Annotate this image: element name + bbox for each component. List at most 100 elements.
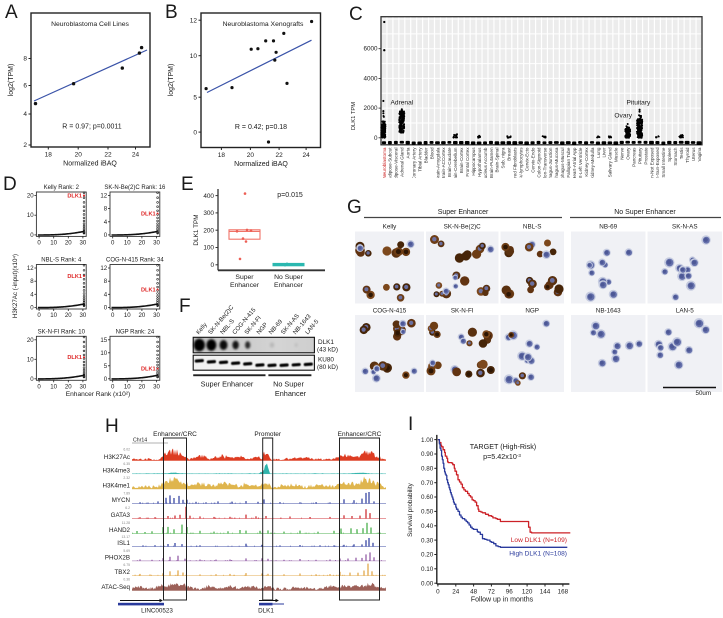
svg-text:Bladder: Bladder xyxy=(423,147,428,163)
svg-text:12: 12 xyxy=(27,265,34,272)
svg-text:22: 22 xyxy=(104,152,112,159)
svg-text:Liver: Liver xyxy=(602,147,607,157)
svg-text:0.30: 0.30 xyxy=(421,537,434,544)
svg-text:TBX2: TBX2 xyxy=(115,569,131,576)
svg-text:Hypothalamus: Hypothalamus xyxy=(477,147,482,177)
svg-text:Normalized iBAQ: Normalized iBAQ xyxy=(63,161,117,168)
svg-text:20: 20 xyxy=(139,239,146,246)
svg-text:120: 120 xyxy=(522,589,533,596)
svg-text:NGP: NGP xyxy=(525,307,539,314)
svg-text:Kidney-Medulla: Kidney-Medulla xyxy=(590,147,595,178)
svg-text:18: 18 xyxy=(45,152,53,159)
svg-text:Breast: Breast xyxy=(507,147,512,161)
svg-text:DLK1 TPM: DLK1 TPM xyxy=(351,102,357,130)
svg-text:Colon-Sigmoid: Colon-Sigmoid xyxy=(536,147,541,178)
svg-text:log2(TPM): log2(TPM) xyxy=(168,64,175,97)
svg-text:0: 0 xyxy=(436,589,440,596)
svg-text:Heart-Atrial App: Heart-Atrial App xyxy=(572,147,577,178)
svg-text:R = 0.97; p=0.0011: R = 0.97; p=0.0011 xyxy=(62,124,122,131)
svg-text:Enhancer: Enhancer xyxy=(230,282,260,289)
svg-text:MYCN: MYCN xyxy=(112,497,130,504)
svg-text:Testis: Testis xyxy=(679,147,684,159)
svg-text:0.36: 0.36 xyxy=(123,578,130,582)
svg-text:Adrenal: Adrenal xyxy=(391,100,414,107)
svg-text:Lung: Lung xyxy=(596,147,601,158)
svg-text:2.32: 2.32 xyxy=(123,476,130,480)
svg-text:log2(TPM): log2(TPM) xyxy=(8,64,15,97)
svg-text:DLK1: DLK1 xyxy=(258,608,274,615)
svg-text:EBV-lymphocytes: EBV-lymphocytes xyxy=(518,147,523,178)
svg-text:20: 20 xyxy=(65,383,72,390)
svg-text:No Super Enhancer: No Super Enhancer xyxy=(614,209,676,216)
svg-text:48: 48 xyxy=(470,589,478,596)
svg-text:10: 10 xyxy=(27,356,34,363)
svg-text:NB-1643: NB-1643 xyxy=(596,307,621,314)
svg-text:(80 kD): (80 kD) xyxy=(317,364,338,371)
svg-text:10: 10 xyxy=(50,383,57,390)
svg-text:6: 6 xyxy=(23,83,27,90)
svg-text:0: 0 xyxy=(104,305,108,312)
svg-text:Super Enhancer: Super Enhancer xyxy=(438,209,489,216)
svg-text:ATAC-Seq: ATAC-Seq xyxy=(101,584,130,591)
svg-text:10: 10 xyxy=(100,350,107,357)
svg-text:SK-N-Be(2)C Rank: 16: SK-N-Be(2)C Rank: 16 xyxy=(104,185,166,191)
svg-text:4: 4 xyxy=(104,291,108,298)
svg-text:NB-69: NB-69 xyxy=(599,224,617,231)
svg-text:SK-N-AS: SK-N-AS xyxy=(672,224,698,231)
svg-text:LINC00523: LINC00523 xyxy=(141,608,173,615)
svg-text:6000: 6000 xyxy=(363,46,378,53)
svg-text:400: 400 xyxy=(203,193,214,200)
svg-text:Stomach: Stomach xyxy=(673,147,678,166)
svg-text:Fallopian Tube: Fallopian Tube xyxy=(566,147,571,178)
svg-text:10: 10 xyxy=(50,239,57,246)
svg-text:Neuroblastoma: Neuroblastoma xyxy=(382,147,387,178)
svg-text:Ovary: Ovary xyxy=(614,113,632,120)
svg-text:22: 22 xyxy=(275,152,283,159)
svg-text:0: 0 xyxy=(30,376,34,383)
svg-text:p=0.015: p=0.015 xyxy=(277,192,303,199)
svg-text:4000: 4000 xyxy=(363,75,378,82)
svg-text:4: 4 xyxy=(30,291,34,298)
svg-text:Ovary: Ovary xyxy=(625,147,630,160)
svg-text:0: 0 xyxy=(111,312,115,319)
svg-text:Sub. nigra: Sub. nigra xyxy=(501,147,506,168)
svg-text:PHOX2B: PHOX2B xyxy=(105,554,130,561)
svg-text:HAND2: HAND2 xyxy=(109,527,131,534)
svg-text:DLK1: DLK1 xyxy=(67,274,82,280)
svg-text:No Super: No Super xyxy=(273,380,304,389)
svg-text:Muscle: Muscle xyxy=(614,147,619,162)
svg-text:Low DLK1 (N=109): Low DLK1 (N=109) xyxy=(511,537,567,544)
svg-text:D: D xyxy=(3,174,17,195)
svg-text:DLK1 TPM: DLK1 TPM xyxy=(193,214,200,245)
svg-text:6.2: 6.2 xyxy=(125,506,130,510)
svg-text:Neuroblastoma Xenografts: Neuroblastoma Xenografts xyxy=(223,21,304,28)
svg-text:13.17: 13.17 xyxy=(122,535,131,539)
svg-text:6.75: 6.75 xyxy=(123,563,130,567)
svg-text:p=5.42x10-3: p=5.42x10-3 xyxy=(483,452,521,461)
svg-text:DLK1: DLK1 xyxy=(141,288,156,294)
svg-text:15: 15 xyxy=(100,337,107,344)
svg-text:30: 30 xyxy=(80,312,87,319)
svg-text:0: 0 xyxy=(111,239,115,246)
svg-text:DLK1: DLK1 xyxy=(67,355,82,361)
svg-text:0.60: 0.60 xyxy=(421,494,434,501)
svg-text:Pancreas: Pancreas xyxy=(631,147,636,167)
svg-text:Kelly: Kelly xyxy=(195,321,209,336)
svg-text:0.00: 0.00 xyxy=(421,580,434,587)
svg-text:10: 10 xyxy=(50,312,57,319)
svg-text:Hippocampus: Hippocampus xyxy=(471,147,476,176)
svg-text:6.02: 6.02 xyxy=(123,448,130,452)
svg-text:Enhancer: Enhancer xyxy=(274,282,304,289)
svg-text:Nucleus Accumb: Nucleus Accumb xyxy=(483,147,488,178)
svg-text:NGP Rank: 24: NGP Rank: 24 xyxy=(116,329,155,335)
svg-text:0.10: 0.10 xyxy=(421,566,434,573)
svg-text:DLK1: DLK1 xyxy=(141,212,156,218)
svg-text:Brain-Caudate: Brain-Caudate xyxy=(447,147,452,177)
svg-text:Uterus: Uterus xyxy=(691,147,696,161)
svg-text:200: 200 xyxy=(203,227,214,234)
svg-text:96: 96 xyxy=(506,589,514,596)
svg-text:DLK1: DLK1 xyxy=(318,339,334,346)
svg-text:Kelly Rank: 2: Kelly Rank: 2 xyxy=(44,185,80,191)
svg-text:8: 8 xyxy=(23,56,27,63)
svg-text:Cervix-Endo: Cervix-Endo xyxy=(530,147,535,173)
